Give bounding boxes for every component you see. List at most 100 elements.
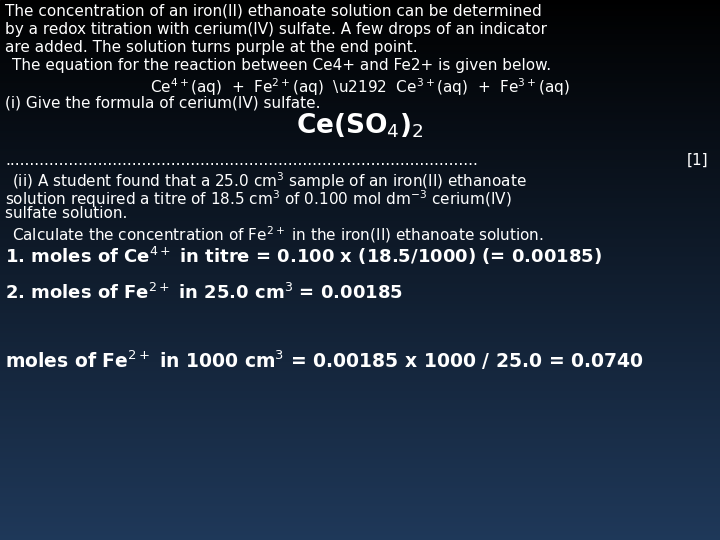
Bar [0,171,720,173]
Text: moles of Fe$^{2+}$ in 1000 cm$^3$ = 0.00185 x 1000 / 25.0 = 0.0740: moles of Fe$^{2+}$ in 1000 cm$^3$ = 0.00… [5,348,644,372]
Bar [0,528,720,529]
Bar [0,474,720,475]
Bar [0,153,720,155]
Bar [0,454,720,455]
Bar [0,92,720,93]
Bar [0,135,720,137]
Bar [0,225,720,227]
Bar [0,522,720,524]
Bar [0,508,720,509]
Bar [0,117,720,119]
Bar [0,39,720,42]
Bar [0,511,720,513]
Bar [0,9,720,11]
Bar [0,61,720,63]
Bar [0,108,720,110]
Bar [0,147,720,150]
Bar [0,184,720,185]
Bar [0,488,720,490]
Bar [0,85,720,86]
Bar [0,447,720,448]
Bar [0,538,720,540]
Bar [0,477,720,479]
Bar [0,501,720,502]
Bar [0,266,720,268]
Bar [0,355,720,356]
Bar [0,349,720,351]
Bar [0,324,720,326]
Bar [0,382,720,383]
Bar [0,529,720,531]
Bar [0,383,720,385]
Bar [0,486,720,488]
Bar [0,475,720,477]
Bar [0,173,720,174]
Bar [0,11,720,12]
Text: (ii) A student found that a 25.0 cm$^3$ sample of an iron(II) ethanoate: (ii) A student found that a 25.0 cm$^3$ … [12,170,527,192]
Bar [0,79,720,81]
Bar [0,248,720,250]
Bar [0,207,720,209]
Bar [0,113,720,115]
Bar [0,274,720,275]
Text: The concentration of an iron(II) ethanoate solution can be determined: The concentration of an iron(II) ethanoa… [5,4,541,19]
Bar [0,7,720,9]
Bar [0,524,720,525]
Bar [0,288,720,290]
Bar [0,443,720,444]
Bar [0,450,720,452]
Bar [0,104,720,106]
Bar [0,493,720,495]
Bar [0,155,720,157]
Bar [0,380,720,382]
Bar [0,126,720,128]
Bar [0,371,720,373]
Bar [0,234,720,236]
Bar [0,243,720,245]
Bar [0,347,720,349]
Bar [0,432,720,434]
Bar [0,448,720,450]
Text: (i) Give the formula of cerium(IV) sulfate.: (i) Give the formula of cerium(IV) sulfa… [5,95,320,110]
Bar [0,88,720,90]
Bar [0,297,720,299]
Bar [0,515,720,517]
Bar [0,279,720,281]
Bar [0,72,720,74]
Text: by a redox titration with cerium(IV) sulfate. A few drops of an indicator: by a redox titration with cerium(IV) sul… [5,22,547,37]
Text: ................................................................................: ........................................… [5,153,478,168]
Bar [0,180,720,182]
Bar [0,461,720,463]
Bar [0,378,720,380]
Bar [0,198,720,200]
Bar [0,59,720,61]
Bar [0,315,720,317]
Bar [0,405,720,407]
Bar [0,293,720,295]
Bar [0,533,720,535]
Bar [0,128,720,130]
Bar [0,101,720,103]
Bar [0,157,720,158]
Bar [0,270,720,272]
Bar [0,263,720,265]
Bar [0,393,720,394]
Bar [0,220,720,221]
Bar [0,4,720,5]
Bar [0,66,720,69]
Bar [0,498,720,501]
Bar [0,434,720,436]
Bar [0,42,720,43]
Text: Ce$^{4+}$(aq)  +  Fe$^{2+}$(aq)  \u2192  Ce$^{3+}$(aq)  +  Fe$^{3+}$(aq): Ce$^{4+}$(aq) + Fe$^{2+}$(aq) \u2192 Ce$… [150,76,570,98]
Bar [0,444,720,447]
Text: Ce(SO$_4$)$_2$: Ce(SO$_4$)$_2$ [296,112,424,140]
Text: 2. moles of Fe$^{2+}$ in 25.0 cm$^3$ = 0.00185: 2. moles of Fe$^{2+}$ in 25.0 cm$^3$ = 0… [5,283,403,303]
Bar [0,416,720,417]
Bar [0,204,720,205]
Bar [0,110,720,112]
Bar [0,535,720,536]
Bar [0,191,720,193]
Bar [0,319,720,320]
Bar [0,133,720,135]
Bar [0,428,720,430]
